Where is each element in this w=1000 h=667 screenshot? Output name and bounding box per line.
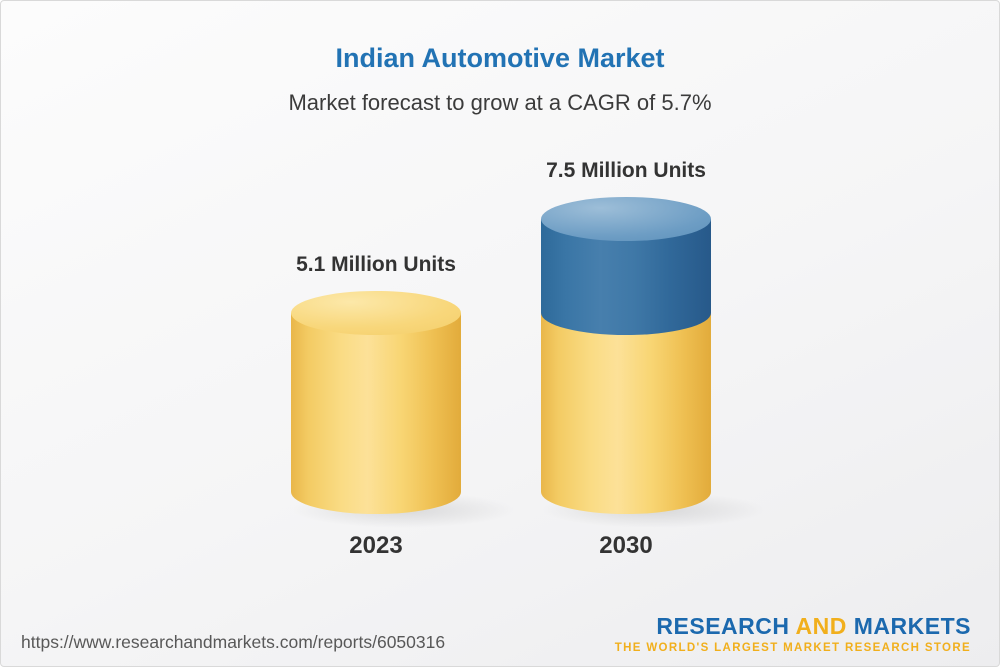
cylinder-cap-2023 — [291, 291, 461, 336]
page-title: Indian Automotive Market — [335, 43, 665, 73]
logo-tagline: THE WORLD'S LARGEST MARKET RESEARCH STOR… — [614, 642, 971, 654]
logo-wordmark: RESEARCH AND MARKETS — [615, 612, 971, 639]
logo-word-markets: MARKETS — [853, 612, 971, 639]
bar-group-2023: 5.1 Million Units 2023 — [291, 253, 516, 559]
category-label-2030: 2030 — [599, 532, 653, 559]
cylinder-base-segment-2023 — [291, 313, 461, 514]
value-label-2023: 5.1 Million Units — [296, 253, 456, 277]
cylinder-cap-2030 — [541, 197, 711, 241]
report-url-link[interactable]: https://www.researchandmarkets.com/repor… — [21, 632, 446, 652]
cylinder-2030 — [541, 197, 766, 528]
logo-word-research: RESEARCH — [656, 612, 790, 639]
cylinder-base-segment — [541, 313, 711, 514]
value-label-2030: 7.5 Million Units — [546, 159, 706, 182]
cylinder-2023 — [291, 291, 516, 528]
page-subtitle: Market forecast to grow at a CAGR of 5.7… — [288, 90, 712, 115]
bar-group-2030: 7.5 Million Units 2030 — [541, 159, 766, 559]
logo-word-and: AND — [795, 612, 847, 639]
category-label-2023: 2023 — [349, 532, 403, 559]
research-and-markets-logo: RESEARCH AND MARKETS THE WORLD'S LARGEST… — [614, 612, 971, 654]
